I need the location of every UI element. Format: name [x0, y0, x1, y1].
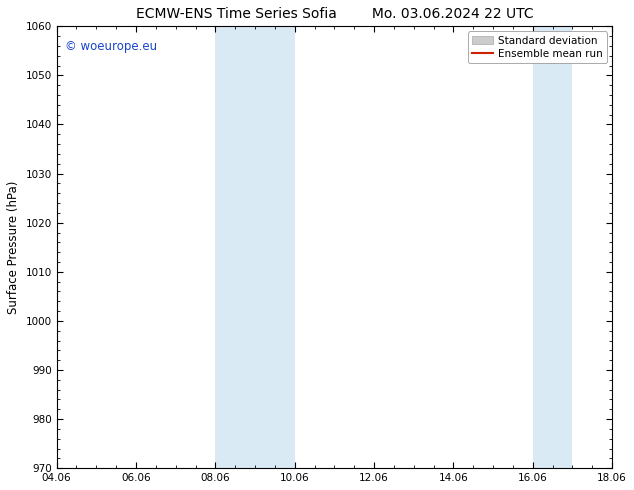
Bar	[216, 26, 295, 468]
Text: © woeurope.eu: © woeurope.eu	[65, 40, 157, 52]
Bar	[533, 26, 573, 468]
Y-axis label: Surface Pressure (hPa): Surface Pressure (hPa)	[7, 180, 20, 314]
Title: ECMW-ENS Time Series Sofia        Mo. 03.06.2024 22 UTC: ECMW-ENS Time Series Sofia Mo. 03.06.202…	[136, 7, 533, 21]
Legend: Standard deviation, Ensemble mean run: Standard deviation, Ensemble mean run	[468, 31, 607, 63]
